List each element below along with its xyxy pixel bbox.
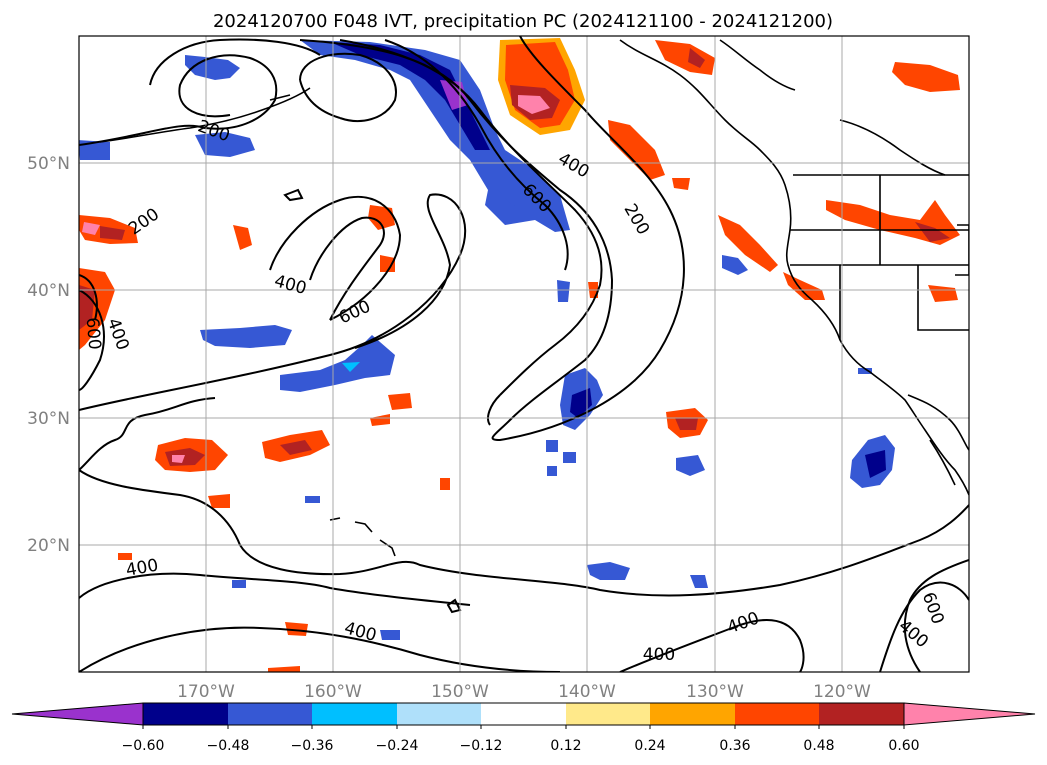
lon-label: 160°W [304, 682, 362, 702]
colorbar-tick-label: 0.60 [888, 738, 919, 754]
colorbar-bin [143, 703, 228, 725]
lat-label: 40°N [27, 281, 70, 301]
colorbar-tick-label: −0.36 [291, 738, 334, 754]
ivt-contour-south [79, 397, 216, 471]
longitude-labels: 170°W 160°W 150°W 140°W 130°W 120°W [177, 682, 871, 702]
colorbar-arrow-min [11, 702, 144, 726]
colorbar-tick-label: 0.48 [803, 738, 834, 754]
colorbar-bin [819, 703, 904, 725]
ivt-contour-600-main [384, 39, 569, 271]
colorbar-bin [397, 703, 481, 725]
colorbar-bin [735, 703, 819, 725]
colorbar: −0.60 −0.48 −0.36 −0.24 −0.12 0.12 0.24 … [11, 702, 1036, 754]
lon-label: 150°W [431, 682, 489, 702]
colorbar-tick-label: −0.24 [376, 738, 419, 754]
lon-label: 170°W [177, 682, 235, 702]
ivt-contour-200-north [79, 54, 278, 146]
north-america-coast [619, 39, 969, 496]
colorbar-bin [481, 703, 566, 725]
contour-label: 400 [643, 645, 675, 665]
map-frame [78, 35, 970, 673]
ivt-contour-400-south [79, 572, 471, 606]
lat-label: 20°N [27, 536, 70, 556]
colorbar-tick-label: 0.24 [634, 738, 665, 754]
ivt-contour-400-se [879, 581, 969, 672]
lat-label: 50°N [27, 154, 70, 174]
lon-label: 120°W [813, 682, 871, 702]
precip-positive-shading [79, 38, 960, 672]
ivt-contour-600-west [309, 216, 385, 321]
aleutian-islands [99, 87, 311, 143]
colorbar-tick-label: −0.12 [460, 738, 503, 754]
lat-label: 30°N [27, 409, 70, 429]
colorbar-bin [228, 703, 312, 725]
colorbar-bin [312, 703, 397, 725]
colorbar-tick-label: −0.48 [207, 738, 250, 754]
latitude-labels: 50°N 40°N 30°N 20°N [27, 154, 70, 556]
precip-negative-shading [79, 40, 895, 640]
map-title: 2024120700 F048 IVT, precipitation PC (2… [213, 11, 833, 32]
colorbar-bin [650, 703, 735, 725]
colorbar-tick-label: 0.36 [719, 738, 750, 754]
ivt-contours [79, 36, 969, 672]
ivt-contour-400-main [339, 39, 603, 396]
lon-label: 130°W [686, 682, 744, 702]
graticule [79, 36, 969, 672]
ivt-contour-400-sw [79, 289, 105, 391]
ivt-contour-400-west [79, 193, 467, 411]
coastlines [99, 39, 969, 557]
colorbar-arrow-max [903, 702, 1036, 726]
colorbar-bin [566, 703, 650, 725]
colorbar-tick-label: 0.12 [550, 738, 581, 754]
lon-label: 140°W [558, 682, 616, 702]
colorbar-tick-label: −0.60 [122, 738, 165, 754]
contour-label: 600 [82, 317, 105, 351]
